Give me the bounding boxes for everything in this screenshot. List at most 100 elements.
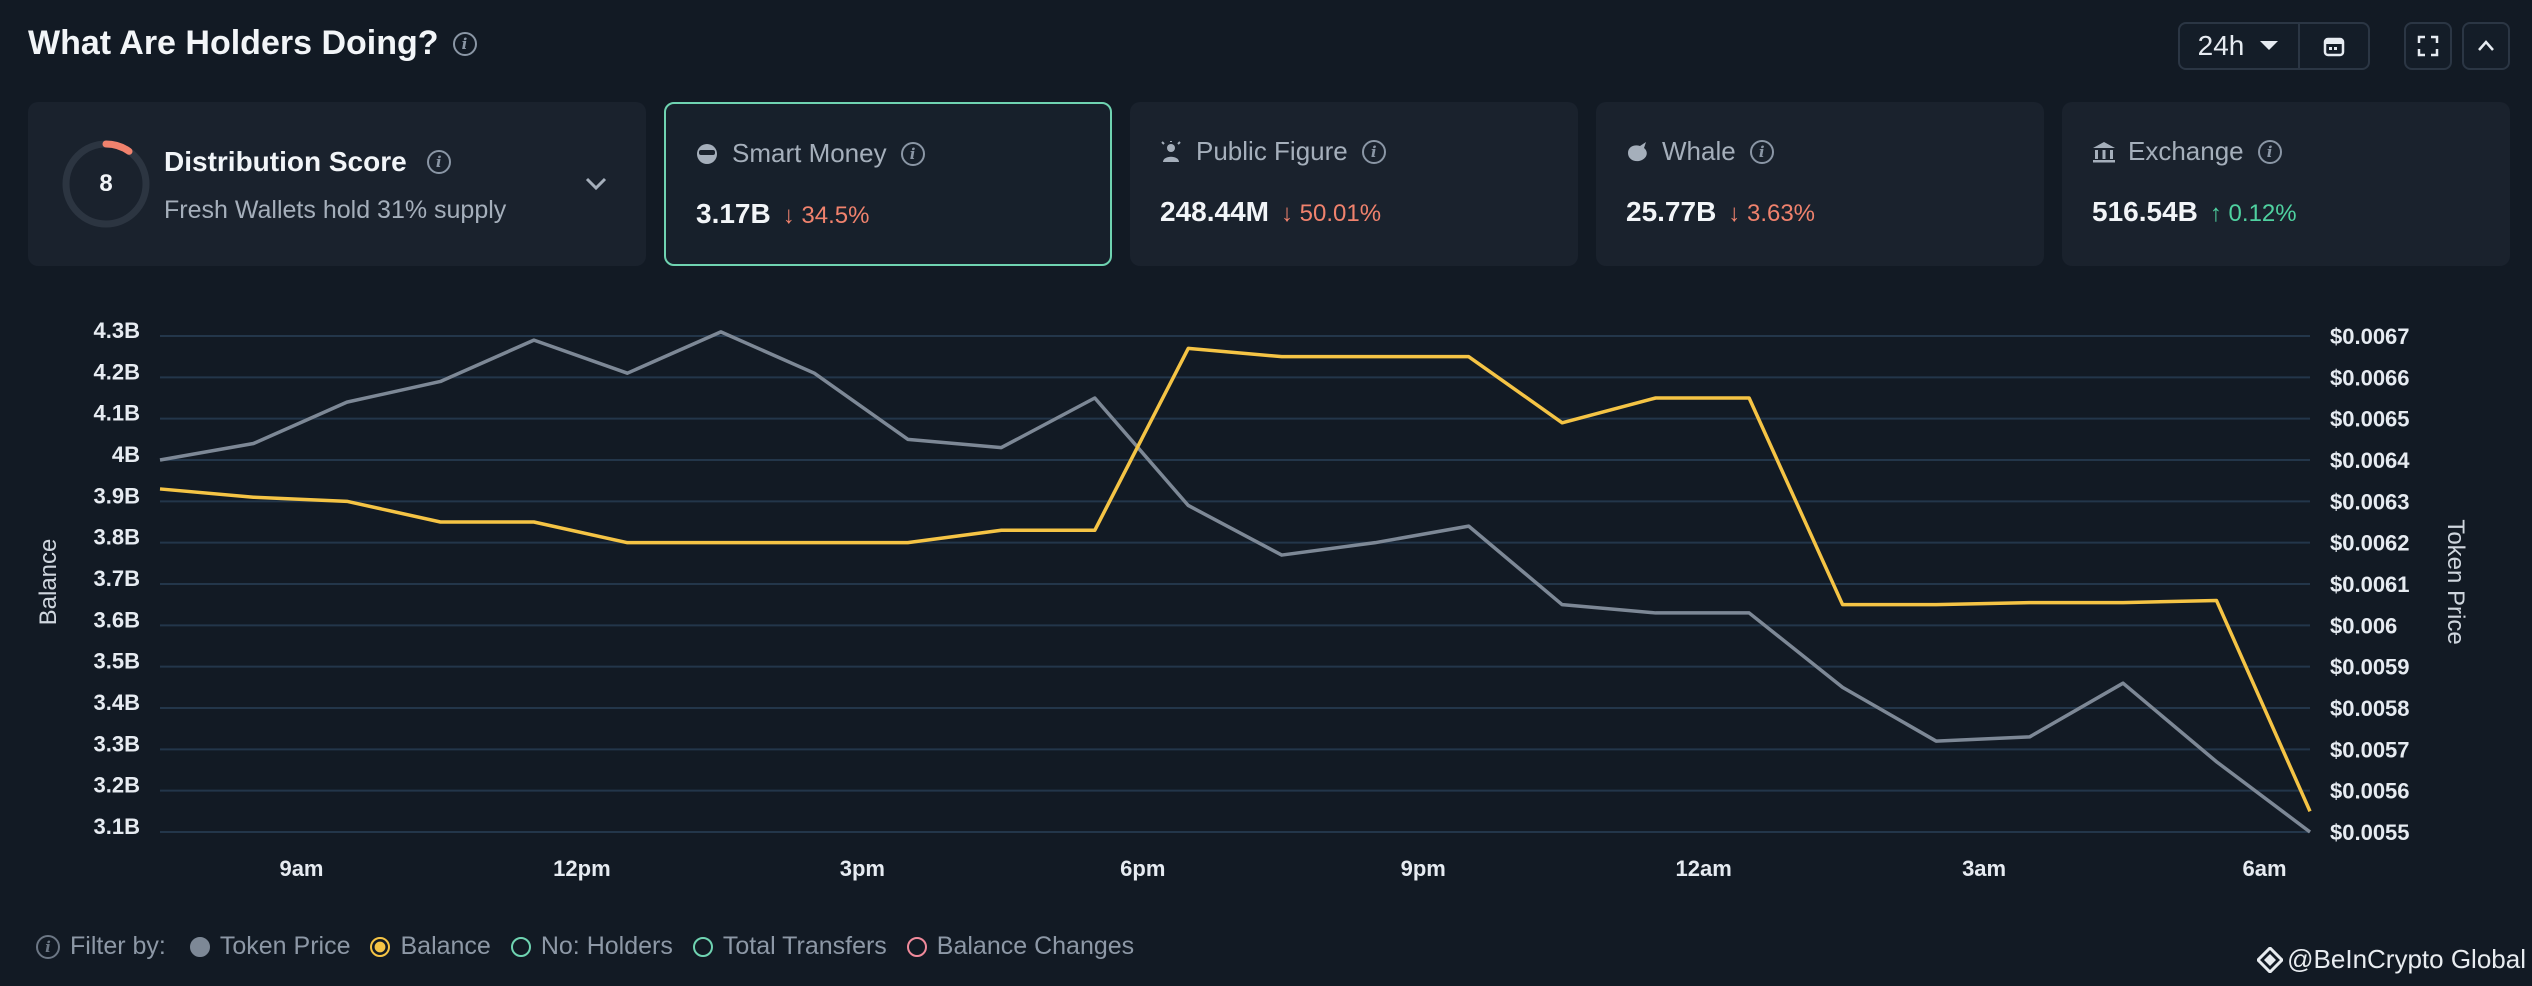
change-indicator: ↓ 34.5% — [783, 202, 870, 230]
x-tick-label: 9am — [279, 856, 323, 881]
legend-item[interactable]: Balance Changes — [906, 932, 1135, 961]
card-value-row: 25.77B ↓ 3.63% — [1626, 196, 1815, 228]
y-tick-label: 4.2B — [94, 359, 140, 384]
y2-tick-label: $0.0058 — [2330, 696, 2410, 721]
info-icon[interactable]: i — [36, 934, 60, 959]
y2-tick-label: $0.0055 — [2330, 820, 2410, 845]
timeframe-value: 24h — [2197, 30, 2245, 61]
chevron-up-icon — [2478, 40, 2494, 51]
person-icon — [1160, 140, 1182, 163]
watermark: @BeInCrypto Global — [2257, 944, 2526, 975]
arrow-up-icon: ↑ — [2209, 200, 2222, 227]
arrow-down-icon: ↓ — [782, 202, 795, 229]
change-indicator: ↓ 50.01% — [1281, 200, 1381, 228]
card-title: Exchange i — [2092, 136, 2282, 167]
legend-item[interactable]: Balance — [370, 932, 491, 961]
y-tick-label: 3.5B — [94, 649, 140, 674]
info-icon[interactable]: i — [2257, 139, 2282, 164]
y-tick-label: 3.8B — [94, 525, 140, 550]
y-tick-label: 3.6B — [94, 607, 140, 632]
y2-tick-label: $0.0061 — [2330, 572, 2410, 597]
info-icon[interactable]: i — [426, 150, 451, 174]
distribution-score-title-text: Distribution Score — [164, 146, 407, 177]
y-tick-label: 3.4B — [94, 690, 140, 715]
change-indicator: ↓ 3.63% — [1728, 200, 1815, 228]
legend-marker — [370, 936, 391, 957]
y2-tick-label: $0.0056 — [2330, 779, 2410, 804]
legend-label: No: Holders — [540, 932, 673, 960]
exchange-card[interactable]: Exchange i 516.54B ↑ 0.12% — [2062, 102, 2510, 266]
card-title-text: Public Figure — [1196, 136, 1348, 166]
change-value: 3.63% — [1746, 200, 1816, 227]
public-figure-card[interactable]: Public Figure i 248.44M ↓ 50.01% — [1130, 102, 1578, 266]
series-line-balance[interactable] — [159, 346, 2312, 813]
y2-axis-label: Token Price — [2442, 519, 2469, 644]
change-value: 0.12% — [2228, 200, 2297, 227]
score-ring — [62, 140, 150, 228]
chevron-down-icon[interactable] — [584, 176, 608, 192]
whale-card[interactable]: Whale i 25.77B ↓ 3.63% — [1596, 102, 2044, 266]
y-tick-label: 4.1B — [94, 401, 140, 426]
card-value: 25.77B — [1626, 196, 1717, 227]
distribution-score-value: 8 — [99, 170, 113, 197]
x-tick-label: 12pm — [553, 856, 610, 881]
card-value-row: 3.17B ↓ 34.5% — [696, 198, 869, 230]
y2-tick-label: $0.006 — [2330, 613, 2397, 638]
x-tick-label: 3am — [1962, 856, 2006, 881]
holders-line-chart[interactable]: 4.3B 4.2B 4.1B 4B 3.9B 3.8B 3.7B 3.6B 3.5B 3.4B 3.… — [0, 300, 2532, 900]
filter-label: Filter by: — [70, 932, 166, 960]
info-icon[interactable]: i — [1749, 139, 1774, 164]
page-title: What Are Holders Doing? i — [28, 24, 477, 63]
y-axis-label: Balance — [35, 539, 62, 626]
card-title: Smart Money i — [696, 138, 925, 169]
legend-item[interactable]: No: Holders — [510, 932, 673, 961]
fullscreen-button[interactable] — [2404, 22, 2452, 70]
legend-item[interactable]: Token Price — [189, 932, 351, 961]
legend-marker — [692, 936, 713, 957]
card-value: 248.44M — [1160, 196, 1269, 227]
y-tick-label: 4.3B — [94, 318, 140, 343]
card-title: Whale i — [1626, 136, 1774, 167]
collapse-button[interactable] — [2462, 22, 2510, 70]
card-title: Public Figure i — [1160, 136, 1386, 167]
card-value: 3.17B — [696, 198, 771, 229]
chevron-down-icon — [2260, 41, 2279, 50]
card-value-row: 248.44M ↓ 50.01% — [1160, 196, 1381, 228]
y-tick-label: 3.1B — [94, 814, 140, 839]
distribution-score-subtitle: Fresh Wallets hold 31% supply — [164, 196, 507, 224]
chart-legend: i Filter by: Token Price Balance No: Holde… — [36, 932, 1154, 961]
y-tick-label: 3.3B — [94, 731, 140, 756]
y-tick-label: 3.9B — [94, 483, 140, 508]
page-title-text: What Are Holders Doing? — [28, 24, 439, 62]
x-tick-label: 3pm — [840, 856, 885, 881]
y2-tick-label: $0.0057 — [2330, 737, 2410, 762]
legend-label: Total Transfers — [722, 932, 887, 960]
arrow-down-icon: ↓ — [1280, 200, 1293, 227]
legend-item[interactable]: Total Transfers — [692, 932, 887, 961]
info-icon[interactable]: i — [900, 141, 925, 166]
info-icon[interactable]: i — [452, 31, 477, 56]
distribution-score-title: Distribution Score i — [164, 146, 451, 178]
change-value: 50.01% — [1299, 200, 1382, 227]
timeframe-select[interactable]: 24h — [2178, 22, 2300, 70]
x-tick-label: 12am — [1676, 856, 1732, 881]
beincrypto-logo-icon — [2257, 946, 2284, 973]
info-icon[interactable]: i — [1361, 139, 1386, 164]
y-tick-label: 3.7B — [94, 566, 140, 591]
card-title-text: Smart Money — [732, 138, 887, 168]
card-value: 516.54B — [2092, 196, 2198, 227]
legend-marker — [510, 936, 531, 957]
calendar-button[interactable] — [2298, 22, 2370, 70]
legend-label: Balance Changes — [936, 932, 1135, 960]
legend-label: Token Price — [219, 932, 351, 960]
legend-marker — [906, 936, 927, 957]
series-line-token-price[interactable] — [159, 330, 2312, 834]
y2-tick-label: $0.0063 — [2330, 489, 2410, 514]
smart-money-card[interactable]: Smart Money i 3.17B ↓ 34.5% — [664, 102, 1112, 266]
y-tick-label: 4B — [112, 442, 140, 467]
x-tick-label: 6am — [2242, 856, 2286, 881]
card-title-text: Exchange — [2128, 136, 2244, 166]
y2-tick-label: $0.0064 — [2330, 448, 2410, 473]
arrow-down-icon: ↓ — [1728, 200, 1741, 227]
distribution-score-card[interactable]: 8 Distribution Score i Fresh Wallets hol… — [28, 102, 646, 266]
